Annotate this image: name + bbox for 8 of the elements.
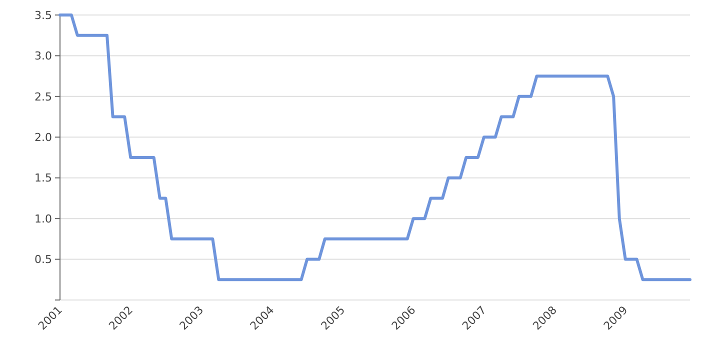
y-tick-label: 0.5 — [34, 253, 52, 266]
y-tick-label: 3.0 — [34, 50, 52, 63]
y-tick-label: 3.5 — [34, 8, 52, 22]
y-tick-label: 1.0 — [34, 212, 52, 226]
y-tick-label: 2.5 — [34, 90, 52, 104]
line-series — [58, 14, 692, 282]
y-tick-label: 1.5 — [34, 172, 52, 185]
y-tick-label: 2.0 — [34, 130, 52, 144]
